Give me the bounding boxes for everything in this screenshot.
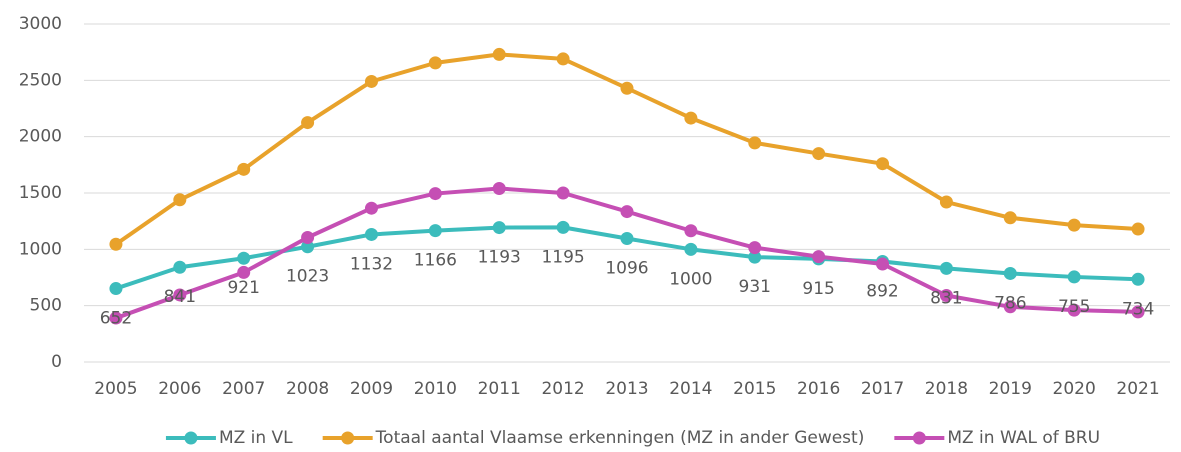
point xyxy=(173,193,187,207)
point xyxy=(812,147,826,161)
point xyxy=(556,52,570,66)
point xyxy=(301,240,315,254)
data-label: 1195 xyxy=(541,247,584,267)
x-tick-label: 2010 xyxy=(414,379,457,399)
point xyxy=(301,231,315,245)
point xyxy=(1131,222,1145,236)
point xyxy=(684,242,698,256)
point xyxy=(748,136,762,150)
legend-label: Totaal aantal Vlaamse erkenningen (MZ in… xyxy=(375,428,865,448)
x-tick-label: 2006 xyxy=(158,379,201,399)
point xyxy=(684,224,698,238)
x-tick-label: 2021 xyxy=(1116,379,1159,399)
legend-marker xyxy=(912,431,926,445)
x-tick-label: 2005 xyxy=(94,379,137,399)
legend-label: MZ in VL xyxy=(219,428,293,448)
point xyxy=(620,205,634,219)
x-tick-label: 2009 xyxy=(350,379,393,399)
y-tick-label: 500 xyxy=(30,296,62,316)
data-label: 734 xyxy=(1122,299,1154,319)
x-tick-label: 2007 xyxy=(222,379,265,399)
data-label: 786 xyxy=(994,293,1026,313)
point xyxy=(109,311,123,325)
y-tick-label: 3000 xyxy=(19,14,62,34)
point xyxy=(876,157,890,171)
point xyxy=(620,81,634,95)
point xyxy=(109,237,123,251)
point xyxy=(1067,303,1081,317)
point xyxy=(939,289,953,303)
y-tick-label: 2500 xyxy=(19,70,62,90)
point xyxy=(301,116,315,130)
point xyxy=(556,186,570,200)
data-label: 915 xyxy=(802,279,834,299)
y-tick-label: 2000 xyxy=(19,127,62,147)
point xyxy=(428,56,442,70)
data-label: 1023 xyxy=(286,267,329,287)
x-tick-label: 2017 xyxy=(861,379,904,399)
point xyxy=(237,251,251,265)
point xyxy=(939,195,953,209)
data-label: 831 xyxy=(930,288,962,308)
point xyxy=(812,250,826,264)
x-tick-label: 2008 xyxy=(286,379,329,399)
x-tick-label: 2014 xyxy=(669,379,712,399)
y-tick-label: 1000 xyxy=(19,239,62,259)
x-tick-label: 2019 xyxy=(989,379,1032,399)
point xyxy=(492,181,506,195)
point xyxy=(492,47,506,61)
point xyxy=(428,224,442,238)
x-tick-label: 2018 xyxy=(925,379,968,399)
data-label: 1132 xyxy=(350,254,393,274)
x-tick-label: 2013 xyxy=(605,379,648,399)
legend-marker xyxy=(341,431,355,445)
data-label: 1096 xyxy=(605,259,648,279)
legend: MZ in VL Totaal aantal Vlaamse erkenninge… xyxy=(165,428,1100,448)
point xyxy=(364,201,378,215)
data-label: 652 xyxy=(100,309,132,329)
point xyxy=(364,227,378,241)
data-label: 892 xyxy=(866,282,898,302)
point xyxy=(428,187,442,201)
point xyxy=(1003,300,1017,314)
point xyxy=(492,221,506,235)
point xyxy=(1067,270,1081,284)
point xyxy=(173,260,187,274)
y-tick-label: 0 xyxy=(51,352,62,372)
point xyxy=(1003,211,1017,225)
point xyxy=(748,241,762,255)
point xyxy=(876,257,890,271)
point xyxy=(1131,272,1145,286)
point xyxy=(1131,305,1145,319)
legend-marker xyxy=(184,431,198,445)
point xyxy=(173,288,187,302)
data-label: 1000 xyxy=(669,269,712,289)
x-tick-label: 2011 xyxy=(478,379,521,399)
point xyxy=(237,162,251,176)
point xyxy=(109,282,123,296)
y-tick-label: 1500 xyxy=(19,183,62,203)
point xyxy=(1003,266,1017,280)
x-tick-label: 2015 xyxy=(733,379,776,399)
data-label: 931 xyxy=(739,277,771,297)
data-label: 1193 xyxy=(478,248,521,268)
point xyxy=(620,232,634,246)
data-label: 921 xyxy=(227,278,259,298)
point xyxy=(684,111,698,125)
legend-label: MZ in WAL of BRU xyxy=(947,428,1100,448)
point xyxy=(556,220,570,234)
data-label: 841 xyxy=(164,287,196,307)
data-label: 755 xyxy=(1058,297,1090,317)
point xyxy=(237,265,251,279)
data-label: 1166 xyxy=(414,251,457,271)
point xyxy=(364,74,378,88)
x-tick-label: 2016 xyxy=(797,379,840,399)
point xyxy=(748,250,762,264)
point xyxy=(939,261,953,275)
x-tick-label: 2020 xyxy=(1053,379,1096,399)
x-tick-label: 2012 xyxy=(541,379,584,399)
point xyxy=(1067,218,1081,232)
